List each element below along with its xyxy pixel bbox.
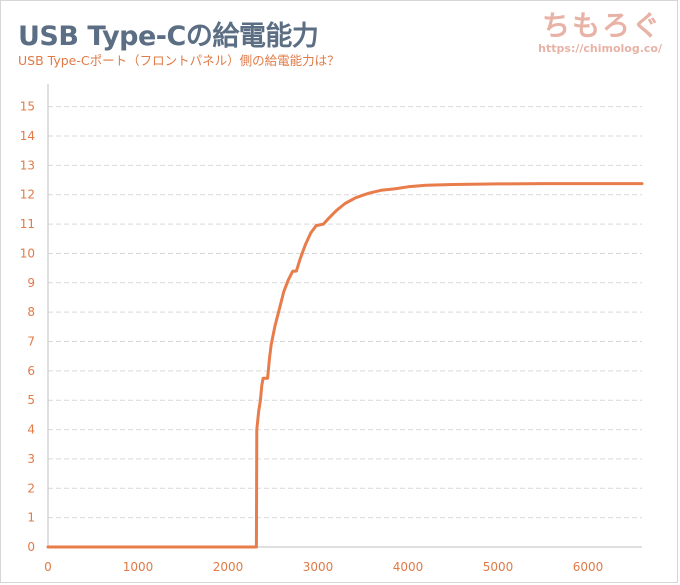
brand-logo: ちもろぐ <box>541 9 662 42</box>
y-tick-label: 13 <box>20 158 35 172</box>
x-tick-label: 3000 <box>303 560 334 574</box>
y-tick-label: 14 <box>20 129 35 143</box>
x-tick-label: 5000 <box>483 560 514 574</box>
x-tick-label: 1000 <box>123 560 154 574</box>
series-line <box>46 182 644 549</box>
series-group <box>46 182 644 549</box>
y-tick-label: 3 <box>27 452 35 466</box>
y-tick-label: 11 <box>20 217 35 231</box>
y-tick-label: 0 <box>27 540 35 554</box>
x-tick-label: 4000 <box>393 560 424 574</box>
y-tick-label: 8 <box>27 305 35 319</box>
grid-lines <box>48 106 642 519</box>
y-tick-label: 9 <box>27 276 35 290</box>
x-tick-label: 2000 <box>213 560 244 574</box>
axes <box>47 84 642 548</box>
brand-url: https://chimolog.co/ <box>538 42 662 55</box>
y-tick-label: 2 <box>27 481 35 495</box>
y-tick-label: 15 <box>20 100 35 114</box>
x-tick-label: 6000 <box>573 560 604 574</box>
y-tick-label: 1 <box>27 511 35 525</box>
x-tick-label: 0 <box>44 560 52 574</box>
chart-subtitle: USB Type-Cポート（フロントパネル）側の給電能力は？ <box>18 53 340 68</box>
y-tick-label: 10 <box>20 246 35 260</box>
y-tick-label: 4 <box>27 423 35 437</box>
y-tick-label: 6 <box>27 364 35 378</box>
x-axis-ticks: 0 1000 2000 3000 4000 5000 6000 <box>44 560 603 574</box>
brand: ちもろぐ https://chimolog.co/ <box>538 4 662 55</box>
y-tick-label: 12 <box>20 188 35 202</box>
y-tick-label: 7 <box>27 335 35 349</box>
chart-title: USB Type-Cの給電能力 <box>18 21 319 52</box>
y-tick-label: 5 <box>27 393 35 407</box>
